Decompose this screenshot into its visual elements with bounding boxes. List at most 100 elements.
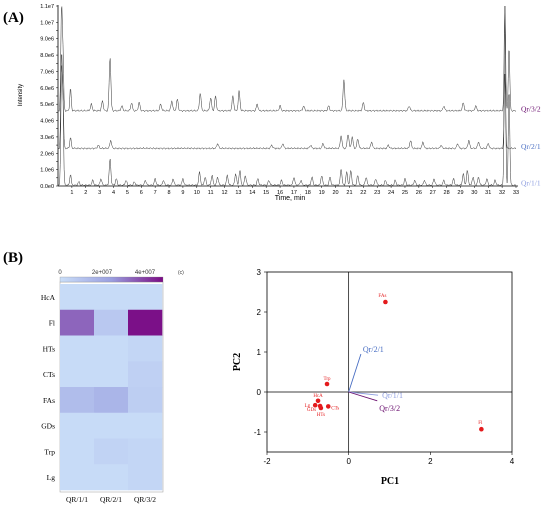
chromatogram-x-label: Time, min bbox=[275, 195, 306, 202]
pca-loading-vectors: Qr/2/1 Qr/1/1 Qr/3/2 bbox=[348, 345, 403, 413]
chromatogram-trace-line bbox=[58, 5, 517, 113]
heatmap-cell bbox=[128, 438, 163, 465]
chromatogram-y-tick-label: 1.1e7 bbox=[40, 4, 54, 10]
heatmap-cell bbox=[94, 335, 129, 362]
chromatogram-traces: Qr/3/2 Qr/2/1 Qr/1/1 bbox=[57, 5, 541, 188]
chromatogram-x-tick-label: 22 bbox=[360, 190, 366, 196]
pca-x-label: PC1 bbox=[381, 476, 399, 487]
colorbar-tick-label: 4e+007 bbox=[135, 270, 156, 276]
chromatogram-x-tick-label: 20 bbox=[333, 190, 339, 196]
pca-score-point bbox=[312, 402, 318, 408]
pca-loading-vector bbox=[348, 391, 378, 402]
pca-plot-frame bbox=[266, 271, 513, 453]
heatmap-row-label: HTs bbox=[43, 344, 55, 353]
chromatogram-x-tick-label: 21 bbox=[346, 190, 352, 196]
chromatogram-x-tick-label: 12 bbox=[221, 190, 227, 196]
chromatogram-x-tick-label: 29 bbox=[457, 190, 463, 196]
chromatogram-x-tick-label: 19 bbox=[319, 190, 325, 196]
colorbar-tick-label: 0 bbox=[58, 270, 62, 276]
panel-a-label: (A) bbox=[3, 10, 24, 26]
heatmap-row-label: Lg bbox=[47, 473, 56, 482]
chromatogram-x-tick-label: 33 bbox=[513, 190, 519, 196]
heatmap-cell bbox=[60, 438, 95, 465]
pca-score-point-label: FAs bbox=[378, 294, 386, 299]
chromatogram-x-tick-label: 2 bbox=[84, 190, 87, 196]
chromatogram-x-tick-label: 24 bbox=[388, 190, 394, 196]
chromatogram-y-tick-label: 9.0e6 bbox=[40, 37, 54, 43]
pca-y-tick-label: 2 bbox=[257, 308, 262, 317]
chromatogram-x-tick-label: 23 bbox=[374, 190, 380, 196]
pca-score-point-label: Fl bbox=[478, 421, 483, 426]
chromatogram-x-tick-label: 28 bbox=[444, 190, 450, 196]
pca-score-point-label: Lg bbox=[305, 404, 311, 409]
heatmap-row-label: Trp bbox=[44, 447, 55, 456]
chromatogram-x-tick-label: 31 bbox=[485, 190, 491, 196]
heatmap-cell bbox=[94, 361, 129, 388]
chromatogram-y-tick-label: 6.0e6 bbox=[40, 86, 54, 92]
chromatogram-panel: 0.0e0 1.0e6 2.0e6 3.0e6 4.0e6 5.0e6 6.0e6 7.0e6… bbox=[18, 4, 541, 202]
chromatogram-x-tick-label: 13 bbox=[235, 190, 241, 196]
heatmap-row-label: FAs bbox=[43, 396, 55, 405]
chromatogram-x-tick-label: 7 bbox=[154, 190, 157, 196]
heatmap-column-labels: QR/1/1 QR/2/1 QR/3/2 bbox=[66, 495, 156, 504]
heatmap-column-label: QR/3/2 bbox=[134, 495, 156, 504]
pca-score-point-label: GDs bbox=[307, 408, 316, 413]
heatmap-row-labels: HcA Fl HTs CTs FAs GDs Trp Lg bbox=[41, 293, 56, 482]
chromatogram-x-tick-label: 32 bbox=[499, 190, 505, 196]
heatmap-cell bbox=[128, 335, 163, 362]
heatmap-cell bbox=[94, 387, 129, 414]
chromatogram-x-tick-label: 17 bbox=[291, 190, 297, 196]
pca-score-point bbox=[318, 405, 324, 411]
chromatogram-y-tick-label: 5.0e6 bbox=[40, 102, 54, 108]
chromatogram-x-tick-label: 14 bbox=[249, 190, 255, 196]
heatmap-row-label: HcA bbox=[41, 293, 56, 302]
heatmap-cell bbox=[128, 284, 163, 311]
chromatogram-x-tick-label: 1 bbox=[70, 190, 73, 196]
chromatogram-x-tick-label: 9 bbox=[181, 190, 184, 196]
heatmap-cell bbox=[128, 464, 163, 491]
chromatogram-y-tick-label: 0.0e0 bbox=[40, 184, 54, 190]
chromatogram-x-tick-label: 16 bbox=[277, 190, 283, 196]
heatmap-cell bbox=[60, 387, 95, 414]
pca-x-tick-label: 4 bbox=[510, 457, 515, 466]
heatmap-cell bbox=[94, 412, 129, 439]
pca-biplot-panel: -2 0 2 4 -1 0 1 2 3 Qr/2/1 Qr/1/1 Qr/3/2 FAs Fl Trp H… bbox=[232, 268, 515, 487]
pca-score-point bbox=[383, 299, 388, 305]
heatmap-colorbar: 0 2e+007 4e+007 (c) bbox=[58, 270, 184, 283]
chromatogram-x-tick-label: 18 bbox=[305, 190, 311, 196]
pca-x-tick-label: 0 bbox=[346, 457, 351, 466]
colorbar-tick-label: 2e+007 bbox=[92, 270, 113, 276]
chromatogram-trace-label: Qr/3/2 bbox=[521, 104, 541, 113]
chromatogram-x-tick-label: 11 bbox=[208, 190, 214, 196]
chromatogram-trace-line bbox=[57, 54, 516, 150]
chromatogram-x-tick-label: 6 bbox=[140, 190, 143, 196]
pca-y-tick-label: 3 bbox=[257, 268, 262, 277]
heatmap-cell bbox=[60, 464, 95, 491]
chromatogram-x-tick-label: 5 bbox=[126, 190, 129, 196]
heatmap-cell bbox=[128, 361, 163, 388]
heatmap-cells bbox=[60, 284, 163, 491]
chromatogram-x-tick-label: 8 bbox=[167, 190, 170, 196]
pca-score-point-label: HcA bbox=[313, 394, 323, 399]
chromatogram-y-tick-label: 3.0e6 bbox=[40, 135, 54, 141]
chromatogram-x-ticks: 1 2 3 4 5 6 7 8 9 10 11 12 13 14 15 16 17 18 19 20 21 22 23 24 2… bbox=[70, 186, 519, 196]
heatmap-cell bbox=[94, 284, 129, 311]
heatmap-cell bbox=[60, 309, 95, 336]
heatmap-cell bbox=[128, 309, 163, 336]
pca-y-tick-label: -1 bbox=[254, 428, 262, 437]
pca-score-point-label: Trp bbox=[324, 377, 332, 382]
pca-loading-vector-label: Qr/1/1 bbox=[382, 391, 403, 400]
colorbar-bar bbox=[59, 276, 164, 283]
chromatogram-trace-label: Qr/2/1 bbox=[521, 142, 541, 151]
chromatogram-y-tick-label: 1.0e7 bbox=[40, 20, 54, 26]
pca-score-point bbox=[324, 381, 330, 387]
heatmap-cell bbox=[60, 284, 95, 311]
heatmap-cell bbox=[94, 438, 129, 465]
chromatogram-trace-line bbox=[57, 5, 517, 187]
chromatogram-x-tick-label: 30 bbox=[471, 190, 477, 196]
pca-y-tick-label: 1 bbox=[257, 348, 262, 357]
chromatogram-x-tick-label: 27 bbox=[430, 190, 436, 196]
pca-loading-vector bbox=[348, 353, 362, 393]
colorbar-unit: (c) bbox=[178, 270, 184, 276]
